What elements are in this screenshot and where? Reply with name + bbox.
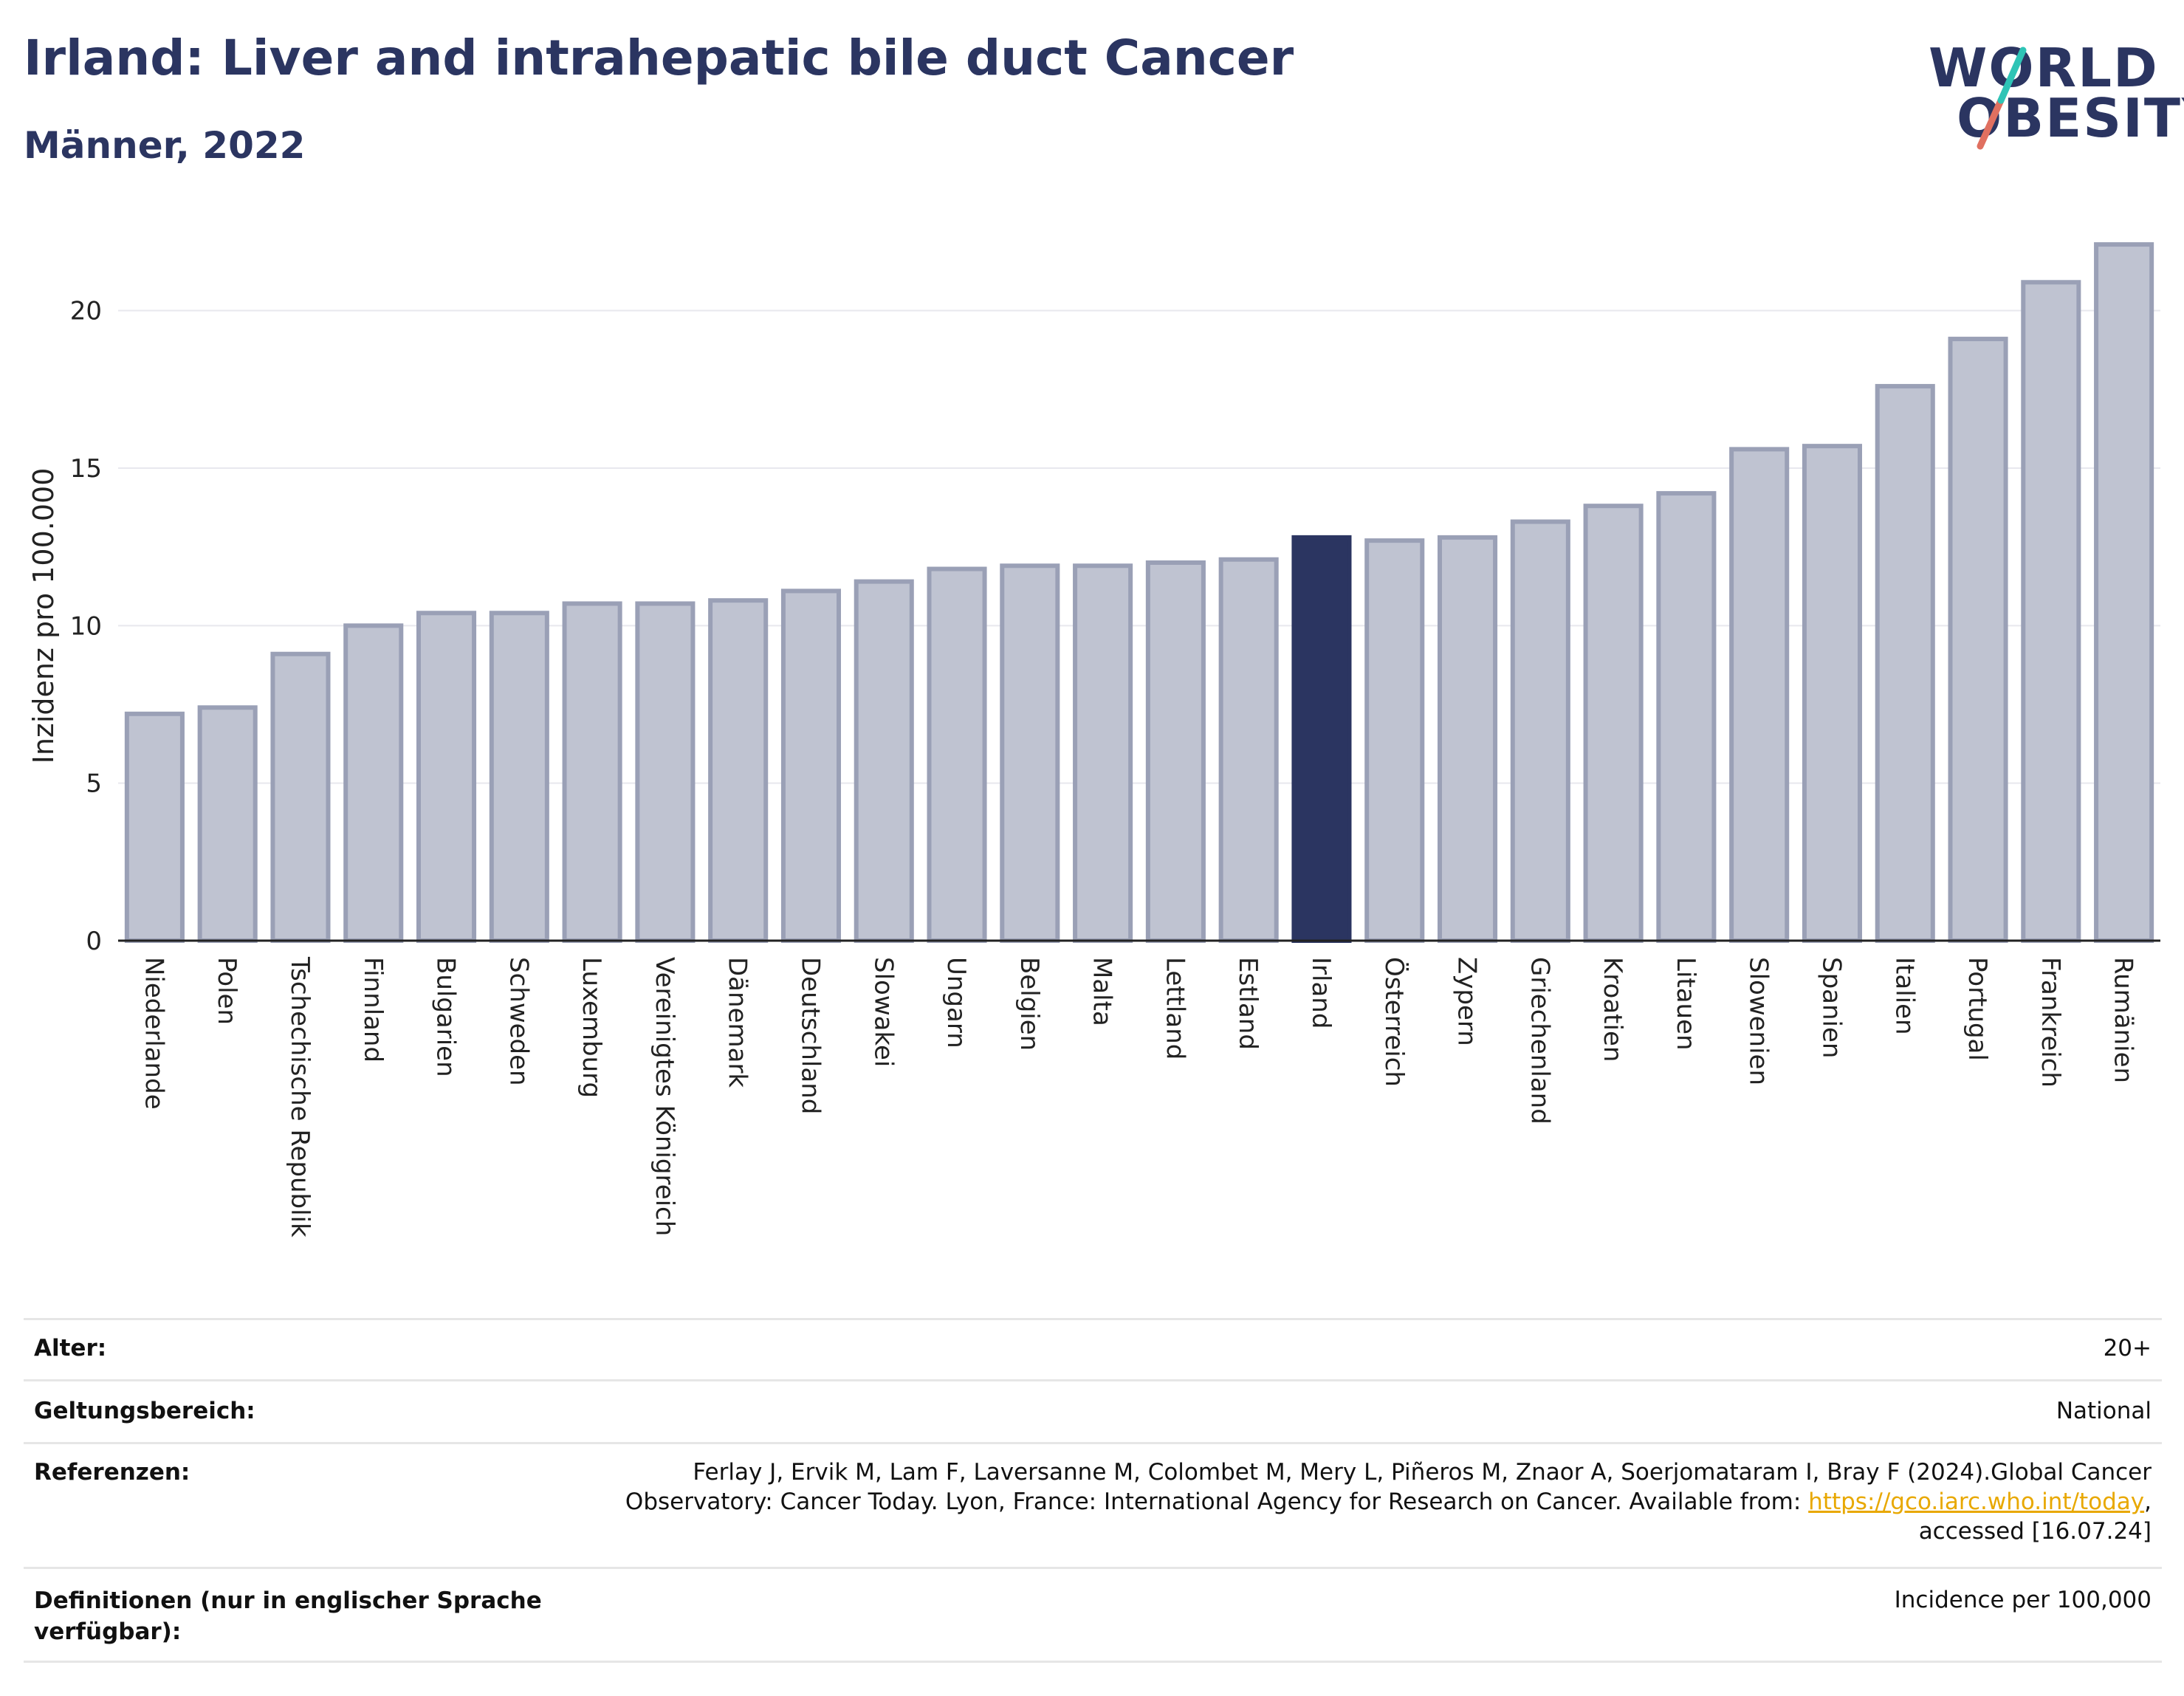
definitions-value: Incidence per 100,000 [1894,1587,2152,1613]
references-link[interactable]: https://gco.iarc.who.int/today [1808,1489,2145,1515]
y-axis-label: Inzidenz pro 100.000 [27,468,60,764]
y-tick-label: 20 [70,297,102,326]
references-line-3: accessed [16.07.24] [1918,1518,2152,1545]
bar-zypern [1437,535,1498,944]
x-tick-label: Malta [1088,957,1117,1026]
x-tick-label: Litauen [1671,957,1700,1051]
x-tick-label: Polen [212,957,241,1025]
bar-kroatien [1583,504,1644,943]
scope-label: Geltungsbereich: [34,1398,255,1424]
x-tick-label: Spanien [1816,957,1846,1058]
definitions-label: Definitionen (nur in englischer Sprache … [34,1585,542,1647]
x-tick-label: Portugal [1962,957,1992,1061]
info-row-definitions: Definitionen (nur in englischer Sprache … [24,1567,2162,1663]
definitions-label-line-1: Definitionen (nur in englischer Sprache [34,1587,542,1614]
age-value: 20+ [2103,1335,2152,1362]
x-tick-label: Kroatien [1598,957,1627,1062]
bar-griechenland [1510,519,1570,943]
info-row-age: Alter: 20+ [24,1318,2162,1379]
x-tick-label: Schweden [504,957,533,1086]
age-label: Alter: [34,1335,107,1362]
x-tick-label: Vereinigtes Königreich [650,957,679,1236]
bar-österreich [1364,538,1425,943]
definitions-label-line-2: verfügbar): [34,1618,182,1645]
x-tick-label: Tschechische Republik [285,956,315,1237]
references-line-2: Observatory: Cancer Today. Lyon, France:… [625,1487,2152,1517]
x-tick-label: Finnland [358,957,388,1062]
x-tick-label: Luxemburg [577,957,606,1098]
x-tick-label: Rumänien [2109,957,2138,1083]
x-tick-label: Belgien [1014,957,1044,1051]
bar-frankreich [2021,280,2081,943]
bar-chart: 0 5 10 15 20 Inzidenz pro 100.000 Niederlande P… [27,242,2160,1237]
y-tick-label: 10 [70,611,102,641]
bar-litauen [1656,491,1717,943]
bar-belgien [1000,563,1060,943]
x-tick-label: Estland [1233,957,1263,1050]
bar-deutschland [780,588,842,944]
references-value: Ferlay J, Ervik M, Lam F, Laversanne M, … [625,1458,2152,1546]
references-label: Referenzen: [34,1459,190,1486]
x-tick-label: Bulgarien [431,957,461,1077]
x-tick-label: Zypern [1452,957,1482,1046]
x-tick-label: Italien [1889,957,1919,1035]
bar-tschechische-republik [270,651,331,943]
x-tick-label: Niederlande [139,957,168,1110]
bar-ungarn [927,566,987,943]
bar-niederlande [124,711,185,943]
logo-line-1: WORLD [1929,37,2159,99]
bar-lettland [1145,560,1206,943]
chart-subtitle: Männer, 2022 [24,124,306,167]
chart-title: Irland: Liver and intrahepatic bile duct… [24,30,1294,86]
x-tick-label: Frankreich [2036,957,2065,1088]
y-tick-label: 15 [70,454,102,484]
scope-value: National [2056,1398,2152,1424]
bar-polen [197,705,258,943]
references-line-1: Ferlay J, Ervik M, Lam F, Laversanne M, … [693,1459,2152,1486]
bar-luxemburg [562,601,622,943]
bar-dänemark [708,598,769,943]
bar-portugal [1948,337,2008,944]
info-row-references: Referenzen: Ferlay J, Ervik M, Lam F, La… [24,1442,2162,1567]
bar-irland [1291,535,1352,944]
bar-vereinigtes-königreich [635,601,696,943]
bar-schweden [489,611,549,943]
bar-rumänien [2094,242,2154,944]
x-tick-label: Slowakei [868,957,898,1067]
x-tick-label: Ungarn [941,957,971,1048]
x-tick-label: Österreich [1379,957,1409,1087]
info-table: Alter: 20+ Geltungsbereich: National Ref… [24,1318,2162,1663]
x-tick-label: Dänemark [723,957,752,1088]
x-tick-label: Deutschland [795,957,825,1114]
logo-slash-icon [1977,47,2027,150]
info-row-scope: Geltungsbereich: National [24,1379,2162,1442]
x-tick-label: Griechenland [1525,957,1554,1125]
x-tick-label: Slowenien [1744,957,1773,1085]
bar-finnland [343,623,404,943]
y-tick-label: 0 [86,927,102,956]
references-line-2-comma: , [2144,1489,2152,1515]
bar-italien [1875,384,1935,944]
world-obesity-logo: WORLD OBESITY [1920,30,2184,162]
bar-spanien [1802,444,1863,943]
bar-malta [1073,563,1133,943]
x-tick-label: Lettland [1160,957,1189,1060]
references-line-2-text: Observatory: Cancer Today. Lyon, France:… [625,1489,1809,1515]
bar-estland [1218,557,1279,943]
y-tick-label: 5 [86,769,102,799]
bar-slowenien [1729,447,1790,943]
bar-slowakei [854,579,914,943]
bar-bulgarien [416,611,477,943]
x-tick-label: Irland [1306,957,1336,1029]
